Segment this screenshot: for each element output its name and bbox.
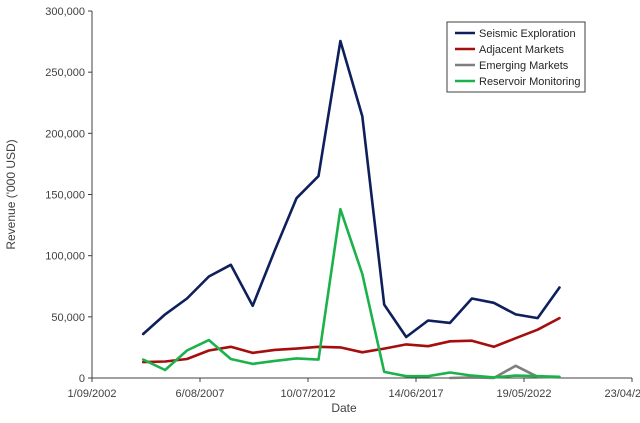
y-tick-label: 0 — [79, 373, 85, 385]
y-axis-title: Revenue ('000 USD) — [4, 139, 18, 249]
series-line-reservoir-monitoring — [141, 207, 561, 379]
series-line-adjacent-markets — [141, 316, 561, 364]
legend-label: Reservoir Monitoring — [479, 76, 580, 88]
legend-label: Seismic Exploration — [479, 28, 576, 40]
x-tick-label: 1/09/2002 — [68, 388, 117, 400]
axes: 0 50,000 100,000 150,000 200,000 250,000 300,0… — [45, 6, 640, 400]
legend: Seismic Exploration Adjacent Markets Emerg… — [446, 21, 586, 93]
y-tick-label: 150,000 — [45, 190, 85, 202]
legend-label: Adjacent Markets — [479, 44, 564, 56]
y-tick-label: 50,000 — [51, 312, 85, 324]
legend-label: Emerging Markets — [479, 60, 569, 72]
x-tick-label: 23/04/2027 — [604, 388, 640, 400]
y-tick-label: 100,000 — [45, 251, 85, 263]
x-tick-label: 10/07/2012 — [280, 388, 335, 400]
x-tick-label: 19/05/2022 — [496, 388, 551, 400]
y-tick-label: 300,000 — [45, 6, 85, 18]
x-tick-label: 14/06/2017 — [388, 388, 443, 400]
y-tick-label: 200,000 — [45, 128, 85, 140]
series-line-seismic-exploration — [141, 39, 561, 339]
y-tick-label: 250,000 — [45, 67, 85, 79]
x-tick-label: 6/08/2007 — [176, 388, 225, 400]
x-axis-title: Date — [331, 401, 357, 415]
series-lines — [141, 39, 561, 380]
